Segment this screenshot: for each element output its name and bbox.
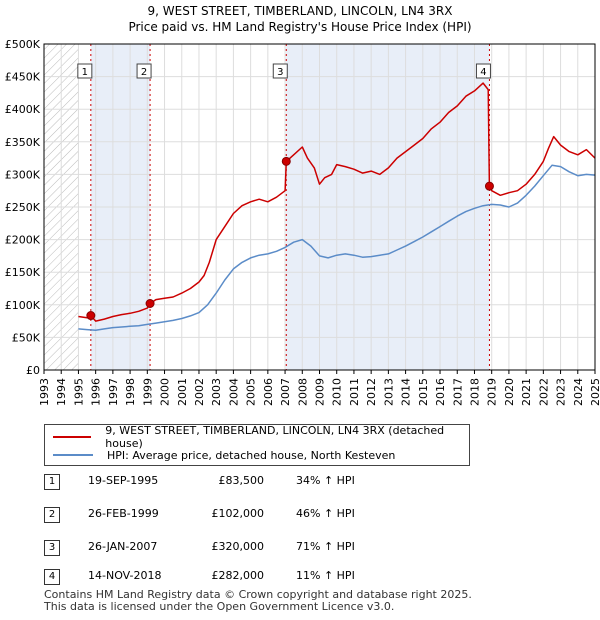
sale-hpi-change: 71% ↑ HPI bbox=[296, 540, 355, 553]
chart-title: 9, WEST STREET, TIMBERLAND, LINCOLN, LN4… bbox=[147, 4, 453, 18]
x-tick-label: 2008 bbox=[296, 378, 309, 406]
y-tick-label: £350K bbox=[5, 136, 41, 149]
x-tick-label: 1998 bbox=[124, 378, 137, 406]
sale-number-badge: 4 bbox=[44, 569, 60, 585]
sale-number-label: 3 bbox=[277, 67, 283, 78]
y-tick-label: £400K bbox=[5, 103, 41, 116]
y-tick-label: £150K bbox=[5, 266, 41, 279]
legend-label-property: 9, WEST STREET, TIMBERLAND, LINCOLN, LN4… bbox=[105, 424, 445, 450]
sale-number-label: 2 bbox=[141, 67, 147, 78]
sale-hpi-change: 11% ↑ HPI bbox=[296, 569, 355, 582]
x-tick-label: 2010 bbox=[331, 378, 344, 406]
sale-date: 26-JAN-2007 bbox=[88, 540, 158, 553]
sale-row: 1 19-SEP-1995 £83,500 34% ↑ HPI bbox=[44, 472, 464, 494]
x-tick-label: 1997 bbox=[107, 378, 120, 406]
sale-price: £320,000 bbox=[211, 540, 265, 553]
x-tick-label: 2009 bbox=[314, 378, 327, 406]
sale-row: 2 26-FEB-1999 £102,000 46% ↑ HPI bbox=[44, 505, 464, 527]
sale-hpi-change: 46% ↑ HPI bbox=[296, 507, 355, 520]
legend: 9, WEST STREET, TIMBERLAND, LINCOLN, LN4… bbox=[44, 424, 470, 466]
y-tick-label: £250K bbox=[5, 201, 41, 214]
sale-number-badge: 3 bbox=[44, 540, 60, 556]
sale-point bbox=[145, 298, 155, 308]
legend-item-hpi: HPI: Average price, detached house, Nort… bbox=[53, 446, 395, 464]
x-tick-label: 2005 bbox=[245, 378, 258, 406]
sale-point bbox=[281, 156, 291, 166]
sale-number-label: 4 bbox=[480, 67, 486, 78]
y-tick-label: £0 bbox=[26, 364, 40, 377]
x-tick-label: 2013 bbox=[382, 378, 395, 406]
sale-price: £282,000 bbox=[211, 569, 265, 582]
y-tick-label: £50K bbox=[12, 331, 41, 344]
x-tick-label: 2000 bbox=[159, 378, 172, 406]
sale-price: £83,500 bbox=[218, 474, 265, 487]
sale-number-box bbox=[475, 63, 491, 79]
y-tick-label: £450K bbox=[5, 71, 41, 84]
x-tick-label: 2023 bbox=[555, 378, 568, 406]
x-tick-label: 2014 bbox=[400, 378, 413, 406]
x-tick-label: 1995 bbox=[72, 378, 85, 406]
sale-row: 3 26-JAN-2007 £320,000 71% ↑ HPI bbox=[44, 538, 464, 560]
sale-number-label: 1 bbox=[82, 67, 88, 78]
x-tick-label: 2018 bbox=[468, 378, 481, 406]
chart-subtitle: Price paid vs. HM Land Registry's House … bbox=[128, 20, 472, 34]
y-tick-label: £200K bbox=[5, 234, 41, 247]
legend-swatch-hpi bbox=[53, 454, 93, 456]
property-price-line bbox=[78, 82, 596, 322]
x-tick-label: 1996 bbox=[90, 378, 103, 406]
x-tick-label: 2016 bbox=[434, 378, 447, 406]
x-tick-label: 2004 bbox=[227, 378, 240, 406]
sale-number-box bbox=[272, 63, 288, 79]
x-tick-label: 2006 bbox=[262, 378, 275, 406]
plot-frame bbox=[43, 43, 596, 371]
sale-date: 19-SEP-1995 bbox=[88, 474, 159, 487]
x-tick-label: 2022 bbox=[537, 378, 550, 406]
sale-number-box bbox=[136, 63, 152, 79]
x-tick-label: 2025 bbox=[589, 378, 600, 406]
x-tick-label: 2015 bbox=[417, 378, 430, 406]
x-tick-label: 1994 bbox=[55, 378, 68, 406]
sale-date: 14-NOV-2018 bbox=[88, 569, 162, 582]
x-tick-label: 2017 bbox=[451, 378, 464, 406]
footer-copyright: Contains HM Land Registry data © Crown c… bbox=[44, 588, 472, 601]
sale-hpi-change: 34% ↑ HPI bbox=[296, 474, 355, 487]
sale-number-box bbox=[77, 63, 93, 79]
sale-point bbox=[86, 311, 96, 321]
x-tick-label: 2011 bbox=[348, 378, 361, 406]
legend-label-hpi: HPI: Average price, detached house, Nort… bbox=[107, 448, 396, 462]
x-tick-label: 2012 bbox=[365, 378, 378, 406]
sale-number-badge: 2 bbox=[44, 507, 60, 523]
x-tick-label: 2019 bbox=[486, 378, 499, 406]
x-tick-label: 2021 bbox=[520, 378, 533, 406]
x-tick-label: 2001 bbox=[176, 378, 189, 406]
x-tick-label: 2024 bbox=[572, 378, 585, 406]
price-chart: £0 £50K £100K £150K £200K £250K £300K £350K £400… bbox=[5, 38, 600, 406]
legend-swatch-property bbox=[53, 436, 92, 438]
sale-date: 26-FEB-1999 bbox=[88, 507, 159, 520]
x-tick-label: 1993 bbox=[38, 378, 51, 406]
x-tick-label: 2002 bbox=[193, 378, 206, 406]
x-tick-label: 1999 bbox=[141, 378, 154, 406]
x-tick-label: 2007 bbox=[279, 378, 292, 406]
y-tick-label: £500K bbox=[5, 38, 41, 51]
sale-point bbox=[484, 181, 494, 191]
sale-price: £102,000 bbox=[211, 507, 265, 520]
hpi-line bbox=[78, 164, 596, 331]
y-tick-label: £300K bbox=[5, 168, 41, 181]
x-tick-label: 2003 bbox=[210, 378, 223, 406]
sale-number-badge: 1 bbox=[44, 474, 60, 490]
sale-row: 4 14-NOV-2018 £282,000 11% ↑ HPI bbox=[44, 567, 464, 589]
legend-item-property: 9, WEST STREET, TIMBERLAND, LINCOLN, LN4… bbox=[53, 424, 469, 450]
footer-license: This data is licensed under the Open Gov… bbox=[44, 600, 395, 613]
y-tick-label: £100K bbox=[5, 299, 41, 312]
x-tick-label: 2020 bbox=[503, 378, 516, 406]
